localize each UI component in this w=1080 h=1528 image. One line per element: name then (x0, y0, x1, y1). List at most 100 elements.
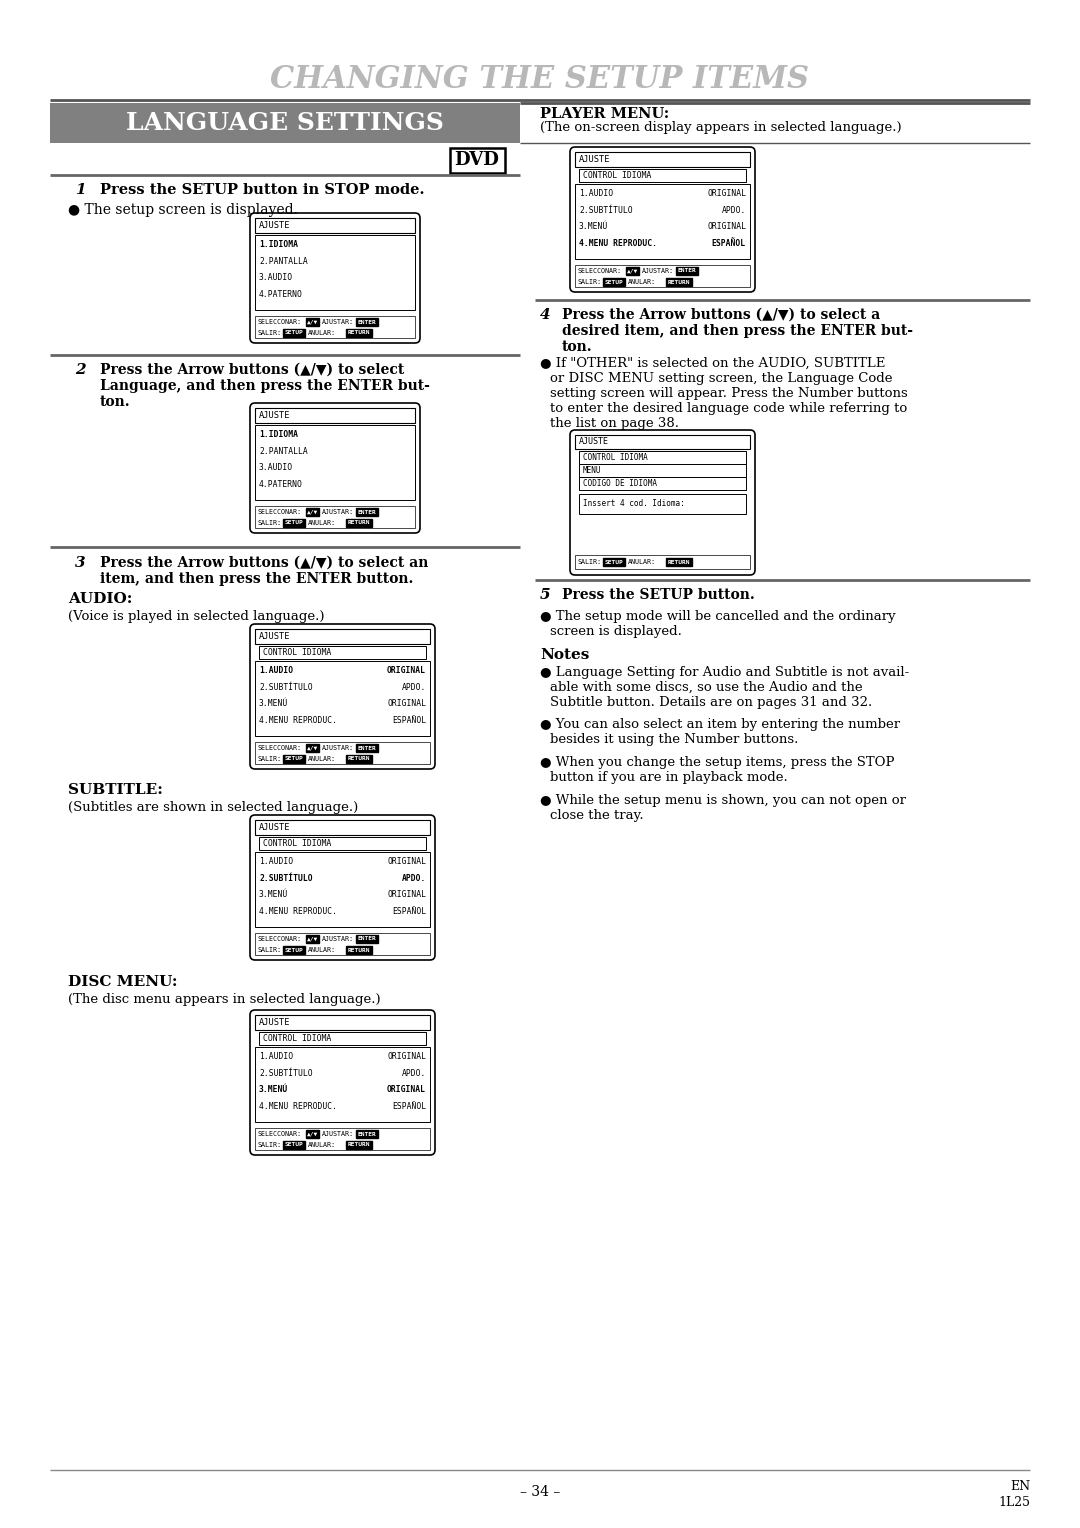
Text: ANULAR:: ANULAR: (308, 1141, 336, 1148)
Bar (255, 743, 430, 764)
Bar (603, 558, 625, 565)
Text: ESPAÑOL: ESPAÑOL (712, 238, 746, 248)
Text: SELECCONAR:: SELECCONAR: (258, 746, 302, 750)
Text: ENTER: ENTER (357, 937, 376, 941)
Text: PLAYER MENU:: PLAYER MENU: (540, 107, 670, 121)
Bar (579, 494, 746, 513)
Text: 3.AUDIO: 3.AUDIO (259, 463, 293, 472)
Text: able with some discs, so use the Audio and the: able with some discs, so use the Audio a… (550, 681, 863, 694)
Bar (306, 1131, 319, 1138)
Text: Notes: Notes (540, 648, 590, 662)
Text: or DISC MENU setting screen, the Language Code: or DISC MENU setting screen, the Languag… (550, 371, 892, 385)
Text: SETUP: SETUP (605, 280, 623, 284)
Text: item, and then press the ENTER button.: item, and then press the ENTER button. (100, 571, 414, 587)
Text: ESPAÑOL: ESPAÑOL (392, 908, 426, 915)
Bar (255, 506, 415, 529)
Text: Press the Arrow buttons (▲/▼) to select an: Press the Arrow buttons (▲/▼) to select … (100, 556, 429, 570)
Text: 4.MENU REPRODUC.: 4.MENU REPRODUC. (259, 908, 337, 915)
Bar (676, 267, 698, 275)
Text: 2.SUBTÍTULO: 2.SUBTÍTULO (259, 874, 312, 883)
Text: desired item, and then press the ENTER but-: desired item, and then press the ENTER b… (562, 324, 913, 338)
Bar (306, 318, 319, 325)
Text: ● When you change the setup items, press the STOP: ● When you change the setup items, press… (540, 756, 894, 769)
Bar (255, 630, 430, 643)
Text: (Voice is played in selected language.): (Voice is played in selected language.) (68, 610, 324, 623)
Bar (283, 329, 305, 338)
Text: AJUSTE: AJUSTE (579, 154, 610, 163)
Text: DISC MENU:: DISC MENU: (68, 975, 177, 989)
Text: ANULAR:: ANULAR: (308, 520, 336, 526)
Text: ENTER: ENTER (357, 319, 376, 324)
Text: Press the SETUP button in STOP mode.: Press the SETUP button in STOP mode. (100, 183, 424, 197)
Text: SETUP: SETUP (285, 756, 303, 761)
Text: 2.SUBTÍTULO: 2.SUBTÍTULO (259, 683, 312, 692)
Text: ▲/▼: ▲/▼ (307, 937, 319, 941)
Text: RETURN: RETURN (348, 756, 370, 761)
Bar (255, 1128, 430, 1151)
Text: CONTROL IDIOMA: CONTROL IDIOMA (264, 839, 332, 848)
FancyBboxPatch shape (570, 429, 755, 575)
Bar (575, 264, 750, 287)
Text: – 34 –: – 34 – (519, 1485, 561, 1499)
Text: 3.AUDIO: 3.AUDIO (259, 274, 293, 283)
Text: ton.: ton. (100, 396, 131, 410)
Bar (356, 935, 378, 943)
Text: SETUP: SETUP (285, 1143, 303, 1148)
Bar (346, 755, 372, 762)
Text: SELECCONAR:: SELECCONAR: (578, 267, 622, 274)
Text: SELECCONAR:: SELECCONAR: (258, 1131, 302, 1137)
Text: the list on page 38.: the list on page 38. (550, 417, 679, 429)
Text: ENTER: ENTER (677, 269, 697, 274)
Text: 3.MENÚ: 3.MENÚ (259, 891, 288, 900)
Bar (356, 318, 378, 325)
Text: 3: 3 (75, 556, 85, 570)
Text: ▲/▼: ▲/▼ (307, 746, 319, 750)
Bar (306, 507, 319, 516)
Text: AUDIO:: AUDIO: (68, 591, 133, 607)
Text: 4.PATERNO: 4.PATERNO (259, 290, 302, 299)
Text: Language, and then press the ENTER but-: Language, and then press the ENTER but- (100, 379, 430, 393)
FancyBboxPatch shape (249, 212, 420, 342)
Text: ANULAR:: ANULAR: (308, 947, 336, 953)
Text: (Subtitles are shown in selected language.): (Subtitles are shown in selected languag… (68, 801, 359, 814)
Text: Inssert 4 cod. Idioma:: Inssert 4 cod. Idioma: (583, 500, 685, 509)
Text: screen is displayed.: screen is displayed. (550, 625, 681, 639)
Bar (283, 946, 305, 953)
Text: SETUP: SETUP (285, 947, 303, 952)
Text: ● Language Setting for Audio and Subtitle is not avail-: ● Language Setting for Audio and Subtitl… (540, 666, 909, 678)
Bar (255, 425, 415, 500)
Bar (255, 853, 430, 927)
Text: ▲/▼: ▲/▼ (626, 269, 638, 274)
Text: APDO.: APDO. (402, 1068, 426, 1077)
Bar (259, 837, 426, 850)
Text: ENTER: ENTER (357, 1132, 376, 1137)
Text: ORIGINAL: ORIGINAL (387, 857, 426, 866)
FancyBboxPatch shape (249, 403, 420, 533)
Text: LANGUAGE SETTINGS: LANGUAGE SETTINGS (126, 112, 444, 134)
Text: MENU: MENU (583, 466, 602, 475)
Text: AJUSTE: AJUSTE (259, 222, 291, 231)
Text: ANULAR:: ANULAR: (308, 756, 336, 762)
Text: AJUSTE: AJUSTE (259, 411, 291, 420)
Text: SELECCONAR:: SELECCONAR: (258, 937, 302, 941)
Text: 1.IDIOMA: 1.IDIOMA (259, 240, 298, 249)
Bar (579, 170, 746, 182)
Text: setting screen will appear. Press the Number buttons: setting screen will appear. Press the Nu… (550, 387, 908, 400)
Text: SALIR:: SALIR: (578, 559, 602, 565)
Text: 2.PANTALLA: 2.PANTALLA (259, 257, 308, 266)
Bar (666, 278, 692, 286)
Text: SALIR:: SALIR: (258, 756, 282, 762)
Text: 1.AUDIO: 1.AUDIO (579, 189, 613, 199)
Text: ENTER: ENTER (357, 509, 376, 515)
Bar (356, 1131, 378, 1138)
Bar (346, 946, 372, 953)
Bar (356, 744, 378, 752)
Bar (255, 408, 415, 423)
Bar (575, 151, 750, 167)
Bar (626, 267, 639, 275)
Text: ● You can also select an item by entering the number: ● You can also select an item by enterin… (540, 718, 900, 730)
Text: RETURN: RETURN (348, 330, 370, 336)
Text: RETURN: RETURN (348, 521, 370, 526)
Text: RETURN: RETURN (348, 947, 370, 952)
Text: AJUSTE: AJUSTE (259, 824, 291, 833)
